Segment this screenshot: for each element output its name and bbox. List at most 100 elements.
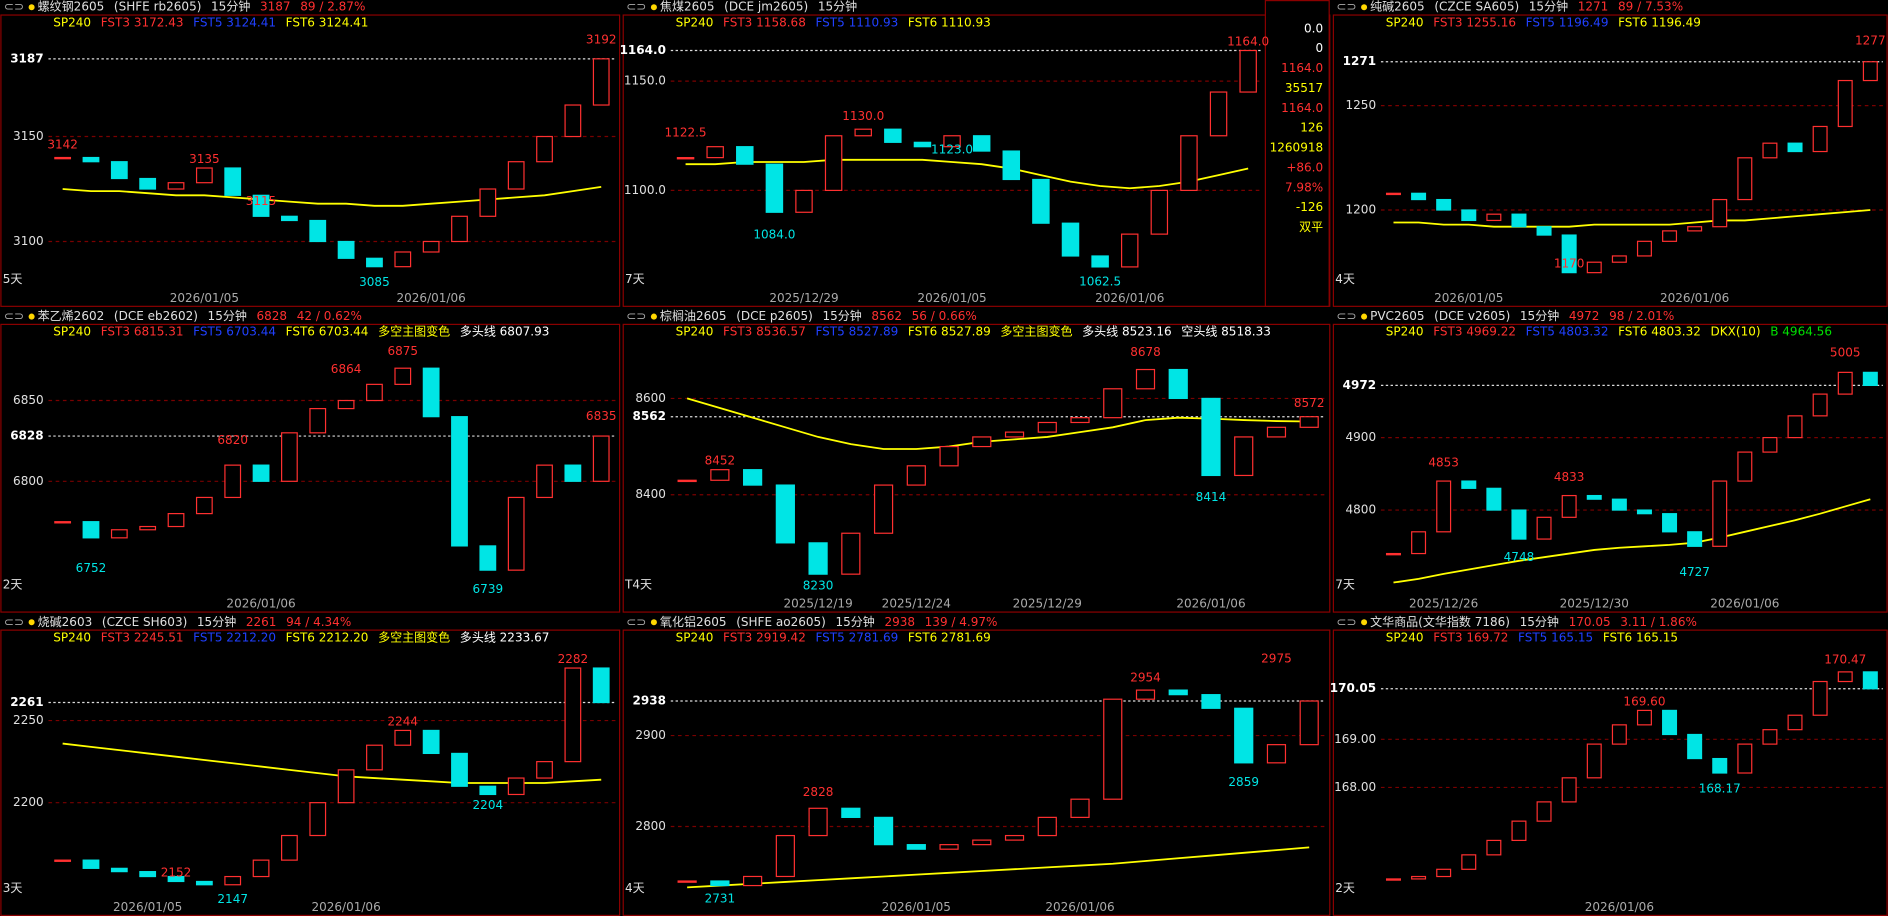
info-value: 126 [1300,121,1323,135]
candle [337,240,355,259]
symbol-code: (DCE eb2602) [114,309,198,323]
price-annotation: 6739 [473,582,504,596]
y-tick-label: 168.00 [1334,780,1376,794]
panel-dot [28,619,35,626]
candle [195,167,213,184]
price-annotation: 2731 [705,891,736,905]
candle [82,859,100,869]
candle [808,807,828,837]
candle [592,667,610,704]
legend-item: 多空主图变色 [378,629,450,644]
candle [1299,700,1319,746]
panel-dot [28,4,35,11]
candle [1266,426,1287,438]
x-tick-label: 2025/12/29 [1013,597,1082,611]
x-tick-label: 2026/01/06 [397,291,466,305]
header-price: 1271 [1578,0,1609,14]
panel-frame [0,323,621,613]
candle [972,839,992,846]
candle [939,844,959,850]
price-annotation: 2859 [1228,775,1259,789]
candle [592,58,610,106]
candle [1180,135,1198,192]
sp240-line [1393,498,1871,584]
candle [676,157,695,160]
candle [422,729,440,755]
legend-item: FST6 2212.20 [286,630,369,644]
symbol-code: (CZCE SH603) [102,615,187,629]
candle [451,416,468,547]
candle [1586,743,1602,779]
candle [1536,226,1552,236]
price-annotation: 6864 [331,362,362,376]
x-tick-label: 2026/01/06 [1660,291,1729,305]
candle [1032,178,1050,224]
sp240-line [685,158,1249,190]
info-value: 35517 [1285,81,1323,95]
candle [1385,878,1401,881]
last-price-label: 1164.0 [620,43,666,57]
candle [1234,707,1254,764]
candle [1737,157,1753,201]
y-tick-label: 169.00 [1334,732,1376,746]
candle [564,667,582,763]
legend-item: FST5 6703.44 [193,325,276,339]
candle [54,859,72,862]
price-annotation: 4833 [1554,470,1585,484]
candle [1461,854,1477,870]
candle [1586,261,1602,274]
symbol-code: (CZCE SA605) [1434,0,1519,14]
legend-item: 多空主图变色 [1000,324,1072,339]
candle [1436,868,1452,878]
symbol-name: 螺纹钢2605 [38,0,105,14]
x-tick-label: 2026/01/05 [170,291,239,305]
candle [167,513,185,528]
candle [536,135,553,163]
price-annotation: 6875 [387,344,418,358]
candle [82,156,100,163]
candle [743,469,763,486]
price-annotation: 8414 [1196,490,1227,504]
candle [765,163,784,213]
symbol-code: (DCE jm2605) [724,0,808,14]
panel-icon: ⊂⊃ [4,615,24,629]
period-select: 15分钟 [208,308,247,323]
period-select: 15分钟 [822,308,861,323]
candle [1536,801,1552,822]
x-tick-label: 2026/01/05 [113,900,182,914]
candle [1135,368,1156,390]
legend-item: FST6 1110.93 [908,15,991,29]
price-annotation: 1123.0 [931,142,973,156]
x-tick-label: 2026/01/06 [311,900,380,914]
legend-item: FST5 3124.41 [193,15,276,29]
y-tick-label: 3100 [13,234,44,248]
sp240-line [62,742,602,784]
candle [1862,61,1878,82]
candle [422,367,440,418]
legend-item: SP240 [53,630,91,644]
panel-dot [1361,4,1368,11]
candle [1662,230,1678,242]
price-annotation: 3085 [359,275,390,289]
price-annotation: 8572 [1294,396,1325,410]
panel-icon: ⊂⊃ [626,309,646,323]
header-change: 89 / 7.53% [1618,0,1683,14]
candle [479,785,497,796]
candle [1002,150,1021,181]
candle [710,880,730,887]
y-tick-label: 1150.0 [624,74,666,88]
candle [1120,233,1139,268]
candle [1436,480,1452,533]
legend-item: FST6 1196.49 [1618,15,1701,29]
candle [1037,421,1057,433]
y-tick-label: 2900 [635,728,666,742]
price-annotation: 5005 [1830,346,1861,360]
info-value: 0 [1316,41,1324,55]
symbol-name: PVC2605 [1370,309,1424,323]
price-annotation: 2954 [1130,671,1161,685]
candle [309,219,327,243]
candle [1762,142,1778,159]
candle [536,761,553,779]
candle [1299,416,1319,428]
